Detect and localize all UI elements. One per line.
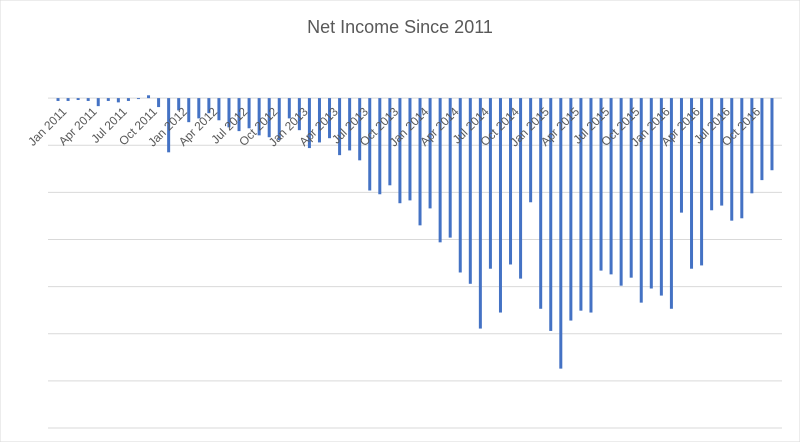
bar [529, 98, 533, 203]
bar [197, 98, 201, 119]
bar [307, 98, 311, 149]
bar [509, 98, 513, 265]
bar [468, 98, 472, 284]
bar [167, 98, 171, 153]
bar [539, 98, 543, 309]
bar [217, 98, 221, 121]
bar [488, 98, 492, 269]
bar [579, 98, 583, 311]
bar [428, 98, 432, 209]
bar [126, 98, 130, 101]
bar [277, 98, 281, 141]
bar [147, 95, 151, 99]
bar [639, 98, 643, 303]
bar [378, 98, 382, 195]
bar [227, 98, 231, 128]
bar [770, 98, 774, 171]
bar [66, 98, 70, 101]
bar [187, 98, 191, 123]
bar [388, 98, 392, 186]
bar [106, 98, 110, 101]
bar [358, 98, 362, 161]
bar [257, 98, 261, 136]
bar [478, 98, 482, 329]
bar [649, 98, 653, 289]
bar [136, 98, 140, 100]
bar [438, 98, 442, 243]
bar [750, 98, 754, 194]
bar [549, 98, 553, 331]
bar [398, 98, 402, 204]
bar [448, 98, 452, 238]
bar [519, 98, 523, 279]
bar [659, 98, 663, 296]
bar [669, 98, 673, 309]
bar [589, 98, 593, 313]
bar [609, 98, 613, 275]
chart-title: Net Income Since 2011 [307, 17, 493, 37]
bar [116, 98, 120, 103]
bar [760, 98, 764, 181]
bar [237, 98, 241, 132]
bar [157, 98, 161, 108]
bar [559, 98, 563, 369]
bar [408, 98, 412, 201]
bar [368, 98, 372, 191]
bar [720, 98, 724, 206]
bar [498, 98, 502, 313]
bar [96, 98, 100, 107]
bar [690, 98, 694, 269]
bar [86, 98, 90, 101]
bar [287, 98, 291, 119]
bar [348, 98, 352, 151]
bar [679, 98, 683, 213]
bar [317, 98, 321, 143]
bar [458, 98, 462, 273]
bar [418, 98, 422, 226]
bar [328, 98, 332, 139]
bar [629, 98, 633, 278]
bar [297, 98, 301, 131]
bar [56, 98, 60, 101]
bar [619, 98, 623, 286]
bar [338, 98, 342, 156]
bar [599, 98, 603, 271]
bar [730, 98, 734, 221]
bar [76, 98, 80, 101]
bar [710, 98, 714, 211]
bar [177, 98, 181, 111]
bar [740, 98, 744, 219]
bar [569, 98, 573, 321]
bar [207, 98, 211, 114]
bar [247, 98, 251, 129]
bar [700, 98, 704, 266]
bar [267, 98, 271, 138]
